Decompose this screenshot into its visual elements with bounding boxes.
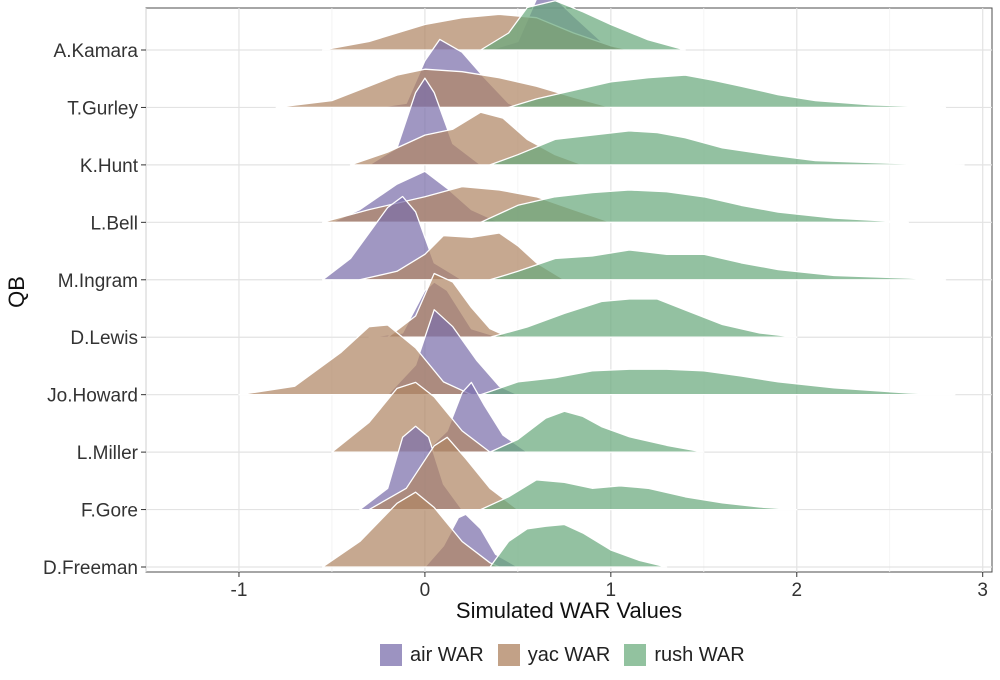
legend-item-air-war: air WAR [380,644,484,667]
x-axis-ticks: -1 0 1 2 3 [231,572,988,601]
y-tick-label-jo-howard: Jo.Howard [47,386,138,407]
legend-item-yac-war: yac WAR [497,643,611,667]
legend-label-rush-war: rush WAR [654,643,745,666]
y-tick-label-a-kamara: A.Kamara [54,41,139,62]
ridgeline-chart: A.Kamara T.Gurley K.Hunt L.Bell M.Ingram D.Le… [4,0,993,623]
x-tick-label: 0 [420,580,431,601]
y-tick-label-t-gurley: T.Gurley [67,98,138,119]
ridge-rush-war-l-bell [480,189,909,223]
legend-label-yac-war: yac WAR [527,643,611,666]
y-tick-label-m-ingram: M.Ingram [58,271,138,292]
legend-swatch-air-war [380,644,402,666]
x-tick-label: 3 [977,580,988,601]
legend-swatch-rush-war [624,644,647,666]
y-axis-ticks: A.Kamara T.Gurley K.Hunt L.Bell M.Ingram D.Le… [43,41,146,579]
legend-swatch-yac-war [497,644,520,666]
legend-label-air-war: air WAR [410,643,484,666]
ridge-rush-war-k-hunt [489,130,965,166]
y-tick-label-k-hunt: K.Hunt [80,156,139,177]
x-tick-label: 1 [606,580,617,601]
x-tick-label: 2 [791,580,802,601]
y-tick-label-l-miller: L.Miller [77,443,139,464]
ridge-rush-war-m-ingram [489,249,947,281]
ridge-yac-war-l-miller [331,381,491,453]
y-tick-label-d-freeman: D.Freeman [43,558,138,579]
y-tick-label-d-lewis: D.Lewis [70,328,138,349]
y-tick-label-l-bell: L.Bell [90,213,138,234]
ridge-rush-war-f-gore [480,479,798,511]
ridge-rush-war-a-kamara [480,0,686,51]
ridge-rush-war-jo-howard [480,368,956,396]
y-tick-label-f-gore: F.Gore [81,501,138,522]
x-axis-title: Simulated WAR Values [456,598,682,623]
y-axis-title: QB [4,276,29,308]
ridge-rush-war-d-freeman [489,523,668,568]
legend-item-rush-war: rush WAR [624,643,745,667]
x-tick-label: -1 [231,580,248,601]
ridge-rush-war-l-miller [489,410,705,453]
legend: air WAR yac WAR rush WAR [380,640,759,670]
ridge-yac-war-jo-howard [238,324,473,396]
ridge-rush-war-d-lewis [489,298,798,338]
density-ridges [238,0,965,568]
ridge-rush-war-t-gurley [507,74,947,109]
